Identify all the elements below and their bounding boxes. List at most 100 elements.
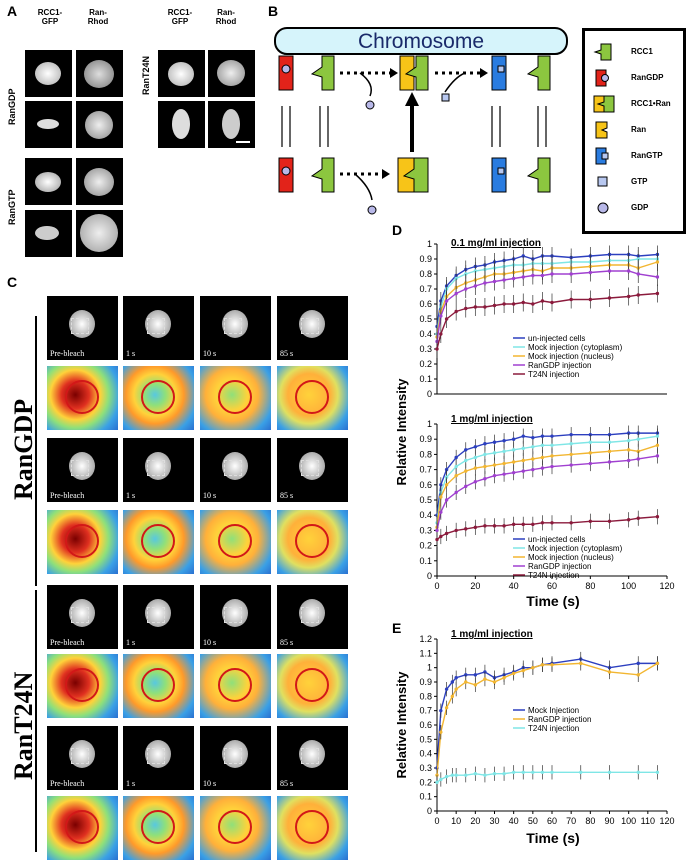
chart-title: 0.1 mg/ml injection — [451, 238, 541, 249]
data-point — [492, 279, 497, 284]
data-point — [454, 473, 458, 478]
data-point — [636, 457, 640, 461]
data-point — [531, 770, 535, 774]
y-tick-label: 0.7 — [419, 284, 432, 294]
data-point — [626, 448, 631, 452]
data-point — [473, 480, 478, 484]
data-point — [540, 770, 545, 774]
legend-rangdp: RanGDP — [593, 69, 663, 89]
bleach-roi — [301, 748, 319, 764]
data-point — [521, 522, 525, 527]
data-point — [521, 770, 525, 774]
bleach-circle — [141, 380, 175, 414]
data-point — [521, 458, 525, 463]
data-point — [454, 291, 458, 296]
col-header-ran-rhod-2: Ran- Rhod — [215, 8, 237, 26]
data-point — [464, 469, 468, 473]
legend-label: Ran — [631, 125, 647, 134]
series-line — [436, 253, 658, 327]
data-point — [511, 671, 516, 676]
bleach-circle — [141, 810, 175, 844]
y-tick-label: 0 — [427, 806, 432, 816]
chart-d: 0 0.1 0.2 0.3 0.4 0.5 0.6 0.7 0.8 0.9 1 0.1 mg/ml i… — [394, 238, 675, 609]
y-tick-label: 1 — [427, 239, 432, 249]
row-label-rangtp: RanGTP — [7, 189, 17, 225]
data-point — [492, 451, 497, 455]
x-tick-label: 0 — [434, 581, 439, 591]
data-point — [450, 773, 455, 777]
data-point — [483, 773, 487, 777]
panel-label-b: B — [268, 3, 279, 19]
data-point — [531, 457, 535, 461]
y-axis-label: Relative Intensity — [394, 378, 409, 486]
legend-ran: Ran — [593, 121, 646, 141]
timepoint-label: 85 s — [280, 349, 294, 358]
data-point — [540, 299, 545, 303]
data-point — [607, 670, 612, 674]
data-point — [540, 443, 545, 447]
bleach-roi — [224, 748, 242, 764]
data-point — [636, 516, 640, 520]
data-point — [607, 460, 612, 464]
data-point — [492, 303, 497, 308]
y-tick-label: 0.4 — [419, 510, 432, 520]
timepoint-label: Pre-bleach — [50, 779, 85, 788]
x-tick-label: 30 — [489, 816, 499, 826]
data-point — [473, 466, 478, 470]
data-point — [550, 434, 554, 438]
bleach-circle — [295, 380, 329, 414]
data-point — [483, 677, 487, 681]
data-point — [473, 305, 478, 309]
data-point — [502, 472, 506, 476]
legend-entry: T24N injection — [528, 370, 579, 379]
data-point — [473, 683, 478, 687]
y-tick-label: 0.1 — [419, 792, 432, 802]
bleach-roi — [224, 607, 242, 623]
data-point — [550, 464, 554, 469]
bleach-roi — [71, 748, 89, 764]
data-point — [636, 673, 640, 677]
row-label-rangdp: RanGDP — [7, 88, 17, 125]
data-point — [636, 770, 640, 774]
data-point — [569, 452, 573, 457]
data-point — [439, 534, 443, 539]
data-point — [483, 281, 487, 285]
frap-micrograph: 1 s — [123, 726, 194, 790]
timepoint-label: 85 s — [280, 638, 294, 647]
data-point — [473, 673, 478, 677]
y-tick-label: 0.6 — [419, 720, 432, 730]
bleach-circle — [218, 668, 252, 702]
frap-heatmap — [277, 366, 348, 430]
legend-label: RCC1 — [631, 47, 653, 56]
data-point — [626, 269, 631, 273]
legend-gdp: GDP — [593, 199, 648, 219]
chromosome-label: Chromosome — [357, 30, 485, 53]
data-point — [531, 302, 535, 306]
data-point — [540, 273, 545, 278]
data-point — [511, 302, 516, 306]
micrograph — [76, 210, 123, 257]
x-tick-label: 60 — [547, 816, 557, 826]
data-point — [511, 448, 516, 452]
series-line — [436, 444, 658, 528]
x-tick-label: 80 — [585, 581, 595, 591]
y-tick-label: 0.5 — [419, 314, 432, 324]
x-tick-label: 90 — [604, 816, 614, 826]
bleach-circle — [218, 810, 252, 844]
data-point — [636, 449, 640, 454]
x-tick-label: 50 — [528, 816, 538, 826]
y-tick-label: 0.5 — [419, 734, 432, 744]
legend-label: RanGTP — [631, 151, 663, 160]
frap-heatmap — [123, 510, 194, 574]
y-tick-label: 0.2 — [419, 359, 432, 369]
data-point — [531, 467, 535, 472]
rcc1-ran-icon — [593, 95, 615, 113]
timepoint-label: 10 s — [203, 779, 217, 788]
y-tick-label: 0.3 — [419, 525, 432, 535]
data-point — [607, 296, 612, 300]
data-point — [607, 449, 612, 454]
legend-entry: un-injected cells — [528, 334, 585, 343]
data-point — [502, 461, 506, 466]
data-point — [540, 434, 545, 438]
bleach-roi — [301, 460, 319, 476]
